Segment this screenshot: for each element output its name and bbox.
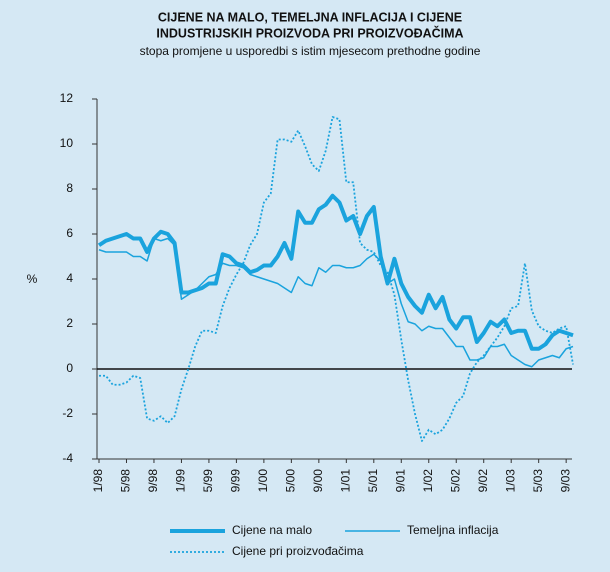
x-tick-label: 9/99 <box>229 469 243 493</box>
x-tick-label: 9/02 <box>476 469 490 493</box>
x-tick-label: 9/03 <box>558 469 572 493</box>
chart-title: INDUSTRIJSKIH PROIZVODA PRI PROIZVOĐAČIM… <box>156 25 463 40</box>
series-line <box>97 193 574 351</box>
y-tick-label: -4 <box>62 451 73 465</box>
series-line <box>99 116 574 442</box>
x-tick-label: 5/98 <box>119 469 133 493</box>
y-tick-label: 2 <box>66 316 73 330</box>
x-tick-label: 1/99 <box>174 469 188 493</box>
x-tick-label: 1/01 <box>338 469 352 493</box>
x-tick-label: 1/02 <box>421 469 435 493</box>
y-axis-label: % <box>27 272 38 286</box>
y-tick-label: 4 <box>66 271 73 285</box>
x-tick-label: 5/01 <box>366 469 380 493</box>
y-tick-label: 10 <box>60 136 74 150</box>
x-tick-label: 5/00 <box>284 469 298 493</box>
x-tick-label: 9/01 <box>393 469 407 493</box>
legend-label: Cijene na malo <box>232 523 312 537</box>
y-tick-label: 6 <box>66 226 73 240</box>
legend-label: Cijene pri proizvođačima <box>232 544 364 558</box>
x-tick-label: 9/00 <box>311 469 325 493</box>
chart-title: CIJENE NA MALO, TEMELJNA INFLACIJA I CIJ… <box>158 10 462 24</box>
y-tick-label: -2 <box>62 406 73 420</box>
x-tick-label: 1/98 <box>91 469 105 493</box>
series-line <box>98 237 574 368</box>
x-tick-label: 1/03 <box>503 469 517 493</box>
y-tick-label: 8 <box>66 181 73 195</box>
y-tick-label: 0 <box>66 361 73 375</box>
x-tick-label: 1/00 <box>256 469 270 493</box>
y-tick-label: 12 <box>60 91 74 105</box>
x-tick-label: 9/98 <box>146 469 160 493</box>
x-tick-label: 5/02 <box>448 469 462 493</box>
x-tick-label: 5/99 <box>201 469 215 493</box>
x-tick-label: 5/03 <box>531 469 545 493</box>
chart-subtitle: stopa promjene u usporedbi s istim mjese… <box>140 44 481 58</box>
legend-label: Temeljna inflacija <box>407 523 499 537</box>
